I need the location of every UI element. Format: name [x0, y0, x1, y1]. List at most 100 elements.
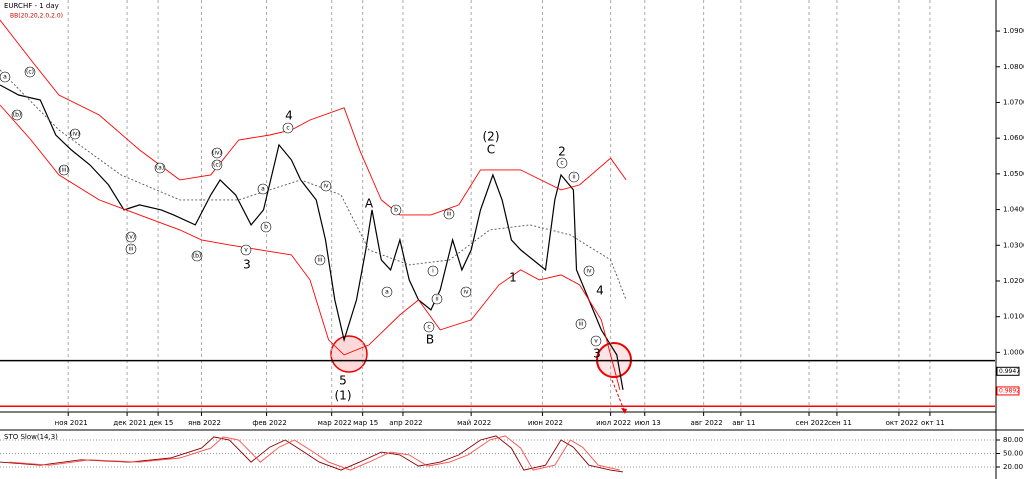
- wave-label: ii: [572, 174, 576, 181]
- x-tick-label: сен 2022: [796, 419, 829, 427]
- wave-label: 3: [593, 347, 601, 361]
- wave-label: B: [426, 333, 434, 347]
- price-tag-label: 0.9947: [999, 368, 1020, 375]
- x-tick-label: ноя 2021: [55, 419, 88, 427]
- wave-label: iv: [586, 268, 592, 275]
- wave-label: (b): [193, 253, 202, 260]
- wave-label: 4: [285, 109, 293, 123]
- wave-circle: [381, 286, 393, 298]
- wave-label: 2: [558, 145, 566, 159]
- wave-circle: [460, 286, 472, 298]
- y-tick-label: 1.0900: [1003, 27, 1024, 35]
- wave-circle: [260, 221, 272, 233]
- wave-circle: [556, 157, 568, 169]
- wave-label: (iv): [212, 150, 222, 157]
- x-tick-label: окт 11: [921, 419, 945, 427]
- wave-circle: [282, 122, 294, 134]
- x-tick-label: дек 15: [149, 419, 174, 427]
- wave-label: C: [487, 143, 495, 157]
- wave-label: (v): [127, 234, 135, 241]
- wave-circle: [583, 265, 595, 277]
- wave-label: A: [365, 197, 374, 211]
- wave-label: (1): [335, 389, 352, 403]
- wave-circle: [390, 204, 402, 216]
- wave-label: a: [261, 186, 265, 193]
- wave-label: iv: [463, 289, 469, 296]
- x-tick-label: июл 13: [635, 419, 661, 427]
- wave-label: b: [264, 224, 268, 231]
- y-tick-label: 1.0600: [1003, 134, 1024, 142]
- y-tick-label: 20.00: [1003, 463, 1023, 471]
- arrow-head: [621, 408, 627, 414]
- wave-label: 1: [509, 271, 517, 285]
- wave-circle: [125, 231, 137, 243]
- wave-label: 3: [243, 258, 251, 272]
- wave-label: (c): [213, 162, 221, 169]
- wave-label: (b): [13, 112, 22, 119]
- wave-circle: [154, 162, 166, 174]
- x-tick-label: янв 2022: [188, 419, 221, 427]
- wave-circle: [191, 250, 203, 262]
- x-tick-label: мар 2022: [318, 419, 352, 427]
- y-tick-label: 1.0200: [1003, 277, 1024, 285]
- price-tag: [996, 386, 1020, 396]
- wave-label: 4: [596, 284, 604, 298]
- highlight-circle: [330, 335, 368, 373]
- wave-label: (iii): [59, 167, 69, 174]
- wave-circle: [423, 321, 435, 333]
- wave-circle: [125, 243, 137, 255]
- x-tick-label: сен 11: [828, 419, 852, 427]
- wave-label: c: [286, 125, 289, 132]
- wave-label: iii: [446, 211, 451, 218]
- wave-circle: [24, 66, 36, 78]
- y-tick-label: 80.00: [1003, 436, 1023, 444]
- wave-label: i: [432, 268, 434, 275]
- price-tag: [996, 366, 1020, 376]
- chart-title: EURCHF - 1 day: [4, 2, 59, 10]
- wave-label: ii: [435, 296, 439, 303]
- wave-circle: [69, 128, 81, 140]
- x-tick-label: апр 2022: [389, 419, 422, 427]
- wave-label: c: [560, 160, 563, 167]
- series-line: [0, 84, 624, 391]
- indicator-title: STO Slow(14,3): [4, 433, 58, 441]
- y-tick-label: 1.0300: [1003, 241, 1024, 249]
- y-tick-label: 1.0400: [1003, 206, 1024, 214]
- wave-label: v: [594, 338, 598, 345]
- x-tick-label: авг 11: [732, 419, 755, 427]
- wave-circle: [320, 180, 332, 192]
- wave-label: (a): [156, 165, 164, 172]
- x-tick-label: фев 2022: [252, 419, 286, 427]
- wave-label: iv: [323, 183, 329, 190]
- y-tick-label: 50.00: [1003, 450, 1023, 458]
- indicator-label: BB(20,20,2.0,2.0): [10, 13, 63, 20]
- wave-label: (2): [483, 130, 500, 144]
- x-tick-label: июл 2022: [596, 419, 631, 427]
- y-tick-label: 1.0100: [1003, 313, 1024, 321]
- wave-label: iii: [128, 246, 133, 253]
- wave-label: v: [244, 247, 248, 254]
- wave-circle: [575, 318, 587, 330]
- wave-circle: [314, 254, 326, 266]
- wave-label: (iv): [70, 131, 80, 138]
- price-tag-label: 0.9892: [999, 387, 1020, 394]
- wave-label: c: [427, 324, 430, 331]
- series-line: [0, 104, 621, 391]
- series-line: [0, 435, 624, 473]
- wave-circle: [11, 109, 23, 121]
- wave-label: a: [385, 289, 389, 296]
- series-line: [9, 435, 620, 471]
- wave-label: 5: [339, 374, 347, 388]
- wave-circle: [211, 159, 223, 171]
- x-tick-label: май 2022: [457, 419, 491, 427]
- x-tick-label: июн 2022: [528, 419, 563, 427]
- y-tick-label: 1.0000: [1003, 348, 1024, 356]
- wave-circle: [58, 164, 70, 176]
- wave-circle: [590, 335, 602, 347]
- wave-circle: [427, 265, 439, 277]
- x-tick-label: окт 2022: [886, 419, 919, 427]
- wave-circle: [257, 183, 269, 195]
